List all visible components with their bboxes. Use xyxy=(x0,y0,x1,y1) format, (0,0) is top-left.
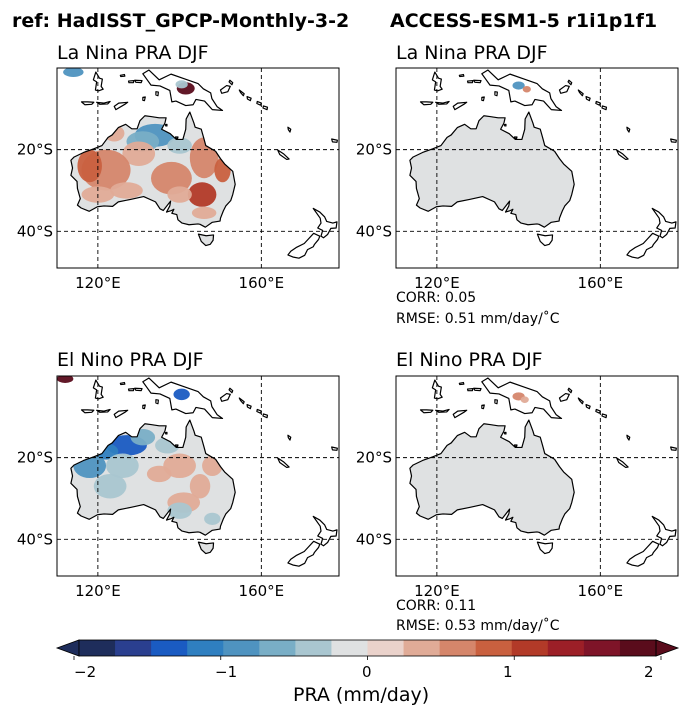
cbar-tick-m2: −2 xyxy=(74,663,97,681)
anomaly-patch xyxy=(187,182,217,207)
coastlines xyxy=(70,69,338,259)
field-tasmania xyxy=(198,542,214,554)
corr-elnino: CORR: 0.11 xyxy=(396,598,477,614)
anomaly-patch xyxy=(122,141,156,166)
ytick-label: 20°S xyxy=(356,449,392,467)
anomaly-patch xyxy=(191,206,217,220)
anomaly-patch xyxy=(173,388,190,401)
map-frame xyxy=(395,375,679,577)
map-panel-model-elnino: 120°E 160°E 20°S 40°S xyxy=(356,375,679,600)
gridlines xyxy=(396,376,678,576)
map-panel-ref-elnino: 120°E 160°E 20°S 40°S xyxy=(17,375,340,600)
gridlines xyxy=(57,376,339,576)
ytick-label: 40°S xyxy=(17,530,53,548)
colorbar-label: PRA (mm/day) xyxy=(293,684,430,706)
panel-title-model-elnino: El Nino PRA DJF xyxy=(396,349,543,371)
rmse-lanina: RMSE: 0.51 mm/day/˚C xyxy=(396,311,560,327)
anomaly-patch xyxy=(204,512,221,525)
xtick-label: 160°E xyxy=(578,274,624,292)
xtick-label: 160°E xyxy=(239,274,285,292)
anomaly-patch xyxy=(110,182,143,199)
map-frame xyxy=(56,67,340,269)
map-panel-model-lanina: 120°E 160°E 20°S 40°S xyxy=(356,67,679,292)
xtick-label: 160°E xyxy=(239,582,285,600)
cbar-tick-0: 0 xyxy=(362,663,372,681)
panel-title-model-lanina: La Nina PRA DJF xyxy=(396,42,548,64)
xtick-label: 120°E xyxy=(75,582,121,600)
anomaly-patch xyxy=(167,186,192,203)
gridlines xyxy=(57,68,339,268)
anomaly-patch xyxy=(146,465,172,483)
ytick-label: 20°S xyxy=(356,141,392,159)
anomaly-patch xyxy=(151,161,192,195)
anomaly-patch xyxy=(106,453,139,479)
anomaly-patch xyxy=(57,376,74,383)
ytick-label: 40°S xyxy=(356,222,392,240)
xtick-label: 120°E xyxy=(414,274,460,292)
ref-title: ref: HadISST_GPCP-Monthly-3-2 xyxy=(12,10,350,32)
map-panel-ref-lanina: 120°E 160°E 20°S 40°S xyxy=(17,67,340,292)
cbar-tick-m1: −1 xyxy=(215,663,238,681)
anomaly-patch xyxy=(77,149,102,183)
field-australia xyxy=(409,112,575,228)
panel-title-ref-elnino: El Nino PRA DJF xyxy=(57,349,204,371)
ytick-label: 40°S xyxy=(356,530,392,548)
xtick-label: 120°E xyxy=(414,582,460,600)
anomaly-patch xyxy=(189,473,211,499)
map-frame xyxy=(56,375,340,577)
coastlines xyxy=(409,69,677,259)
ytick-label: 20°S xyxy=(17,141,53,159)
anomaly-patch xyxy=(512,81,525,90)
gridlines xyxy=(396,68,678,268)
model-title: ACCESS-ESM1-5 r1i1p1f1 xyxy=(390,10,658,32)
anomaly-patch xyxy=(520,396,529,403)
corr-lanina: CORR: 0.05 xyxy=(396,290,477,306)
anomaly-patch xyxy=(189,137,219,179)
anomaly-patch xyxy=(167,502,192,519)
coastlines xyxy=(409,377,677,567)
ytick-label: 20°S xyxy=(17,449,53,467)
anomaly-patch xyxy=(522,85,531,93)
xtick-label: 120°E xyxy=(75,274,121,292)
rmse-elnino: RMSE: 0.53 mm/day/˚C xyxy=(396,618,560,634)
xtick-label: 160°E xyxy=(578,582,624,600)
anomaly-patch xyxy=(63,68,84,77)
anomaly-patch xyxy=(175,80,188,89)
anomaly-patch xyxy=(163,453,196,479)
coastlines xyxy=(70,377,338,567)
field-australia xyxy=(409,420,575,536)
cbar-tick-2: 2 xyxy=(644,663,654,681)
map-frame xyxy=(395,67,679,269)
field-tasmania xyxy=(198,234,214,246)
anomaly-patch xyxy=(93,473,127,499)
panel-title-ref-lanina: La Nina PRA DJF xyxy=(57,42,209,64)
ytick-label: 40°S xyxy=(17,222,53,240)
cbar-tick-1: 1 xyxy=(503,663,513,681)
